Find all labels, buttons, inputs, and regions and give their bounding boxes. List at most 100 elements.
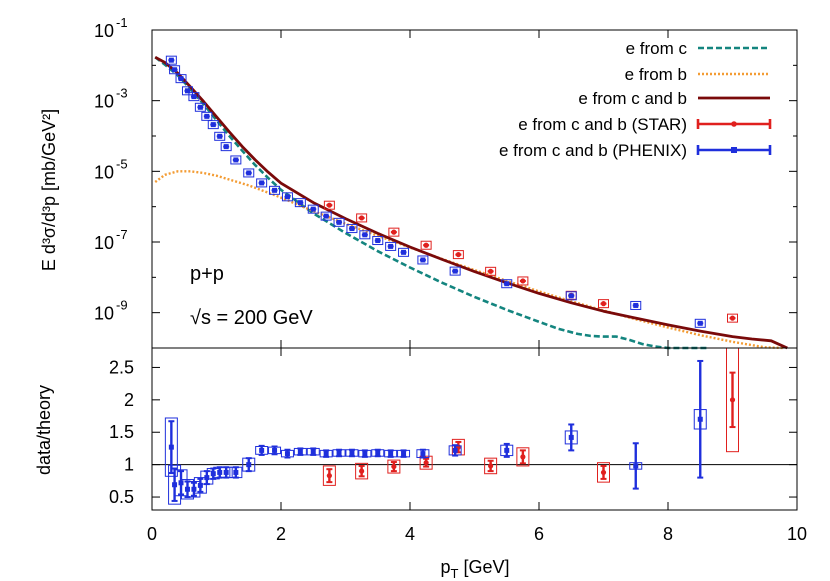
phenix-ratio-point	[272, 447, 278, 453]
star-sys-box	[517, 276, 529, 286]
star-ratio-point	[600, 469, 607, 476]
phenix-sys-box	[194, 102, 206, 112]
star-ratio-point	[391, 463, 397, 470]
x-tick-label: 6	[534, 524, 544, 544]
phenix-ratio-point	[323, 451, 329, 457]
phenix-point	[223, 144, 229, 150]
star-point	[520, 278, 526, 284]
phenix-ratio-point	[420, 451, 426, 457]
top-panel: 10-110-310-510-710-9 p+p √s = 200 GeV E …	[39, 15, 798, 350]
star-sys-box	[388, 227, 400, 237]
phenix-sys-box	[398, 247, 410, 257]
phenix-ratio-point	[233, 469, 239, 475]
star-sys-box	[452, 250, 464, 260]
phenix-point	[172, 67, 178, 73]
phenix-point	[210, 122, 216, 128]
phenix-point	[168, 57, 174, 63]
phenix-sys-box	[256, 178, 268, 188]
phenix-sys-box	[630, 300, 642, 310]
phenix-sys-box	[694, 318, 706, 328]
energy-label: √s = 200 GeV	[190, 307, 313, 329]
legend-entry-cb: e from c and b	[578, 89, 770, 108]
phenix-sys-box	[449, 266, 461, 276]
phenix-point	[388, 243, 394, 249]
curve-e-from-c	[154, 56, 707, 350]
top-y-tick-exponent: -7	[116, 227, 128, 242]
phenix-point	[246, 170, 252, 176]
phenix-sys-box	[201, 111, 213, 121]
phenix-point	[349, 226, 355, 232]
x-axis-label-rest: [GeV]	[458, 557, 509, 577]
phenix-ratio-point	[223, 469, 229, 475]
phenix-ratio-point	[697, 416, 703, 422]
phenix-sys-box	[294, 198, 306, 208]
phenix-sys-box	[501, 279, 513, 289]
legend-marker-phenix	[731, 147, 737, 153]
phenix-point	[272, 187, 278, 193]
legend: e from c e from b e from c and b e from …	[499, 39, 772, 160]
top-y-tick-label: 10	[94, 304, 114, 324]
phenix-sys-box	[230, 155, 242, 165]
legend-entry-c: e from c	[626, 39, 770, 58]
x-axis-label: pT [GeV]	[441, 557, 510, 581]
bottom-y-tick-label: 2.5	[109, 357, 134, 377]
star-ratio-sys-box	[419, 455, 433, 470]
star-ratio-sys-box	[355, 462, 369, 480]
star-sys-box	[598, 299, 609, 309]
phenix-sys-box	[320, 211, 332, 221]
star-point	[600, 301, 607, 307]
star-point	[729, 315, 736, 321]
phenix-ratio-point	[284, 451, 290, 457]
star-ratio-point	[359, 468, 365, 474]
phenix-point	[504, 281, 510, 287]
phenix-ratio-point	[504, 447, 510, 453]
legend-entry-phenix: e from c and b (PHENIX)	[499, 141, 772, 160]
bottom-panel: 0.5 1 1.5 2 2.5 0 2 4 6 8 10 data/theory pT [GeV]	[34, 347, 807, 581]
star-sys-box	[727, 313, 738, 323]
phenix-point	[697, 320, 703, 326]
phenix-point	[178, 76, 184, 82]
phenix-sys-box	[359, 230, 371, 240]
phenix-ratio-point	[197, 482, 203, 488]
phenix-ratio-sys-box	[164, 417, 178, 477]
phenix-ratio-point	[297, 449, 303, 455]
phenix-ratio-point	[168, 444, 174, 450]
phenix-sys-box	[307, 204, 319, 214]
top-y-tick-label: 10	[94, 233, 114, 253]
phenix-sys-box	[207, 120, 219, 130]
x-tick-label: 10	[787, 524, 807, 544]
star-point	[455, 251, 461, 258]
phenix-point	[375, 238, 381, 244]
phenix-point	[310, 206, 316, 212]
legend-label-b: e from b	[625, 65, 687, 84]
star-ratio-sys-box	[484, 457, 498, 475]
phenix-ratio-point	[388, 451, 394, 457]
phenix-ratio-point	[375, 450, 381, 456]
bottom-y-tick-label: 1.5	[109, 422, 134, 442]
legend-label-c: e from c	[626, 39, 688, 58]
phenix-sys-box	[385, 241, 397, 251]
star-ratio-point	[488, 463, 494, 469]
bottom-frame	[151, 347, 798, 511]
top-y-tick-exponent: -5	[116, 156, 128, 171]
bottom-y-tick-label: 1	[124, 455, 134, 475]
phenix-point	[323, 213, 329, 219]
phenix-point	[568, 293, 574, 299]
star-ratio-sys-box	[597, 462, 610, 483]
phenix-ratio-point	[362, 451, 368, 457]
star-ratio-sys-box	[516, 447, 530, 467]
phenix-sys-box	[175, 74, 187, 84]
phenix-ratio-point	[633, 463, 639, 469]
star-ratio-point	[423, 460, 429, 466]
legend-label-cb: e from c and b	[578, 89, 687, 108]
phenix-sys-box	[165, 55, 177, 65]
star-ratio-sys-box	[387, 459, 401, 474]
x-axis-label-main: p	[441, 557, 451, 577]
phenix-sys-box	[220, 142, 232, 152]
star-sys-box	[356, 213, 368, 223]
star-point	[488, 268, 494, 274]
star-point	[391, 229, 397, 235]
system-label: p+p	[190, 263, 224, 285]
top-y-tick-exponent: -9	[116, 298, 128, 313]
